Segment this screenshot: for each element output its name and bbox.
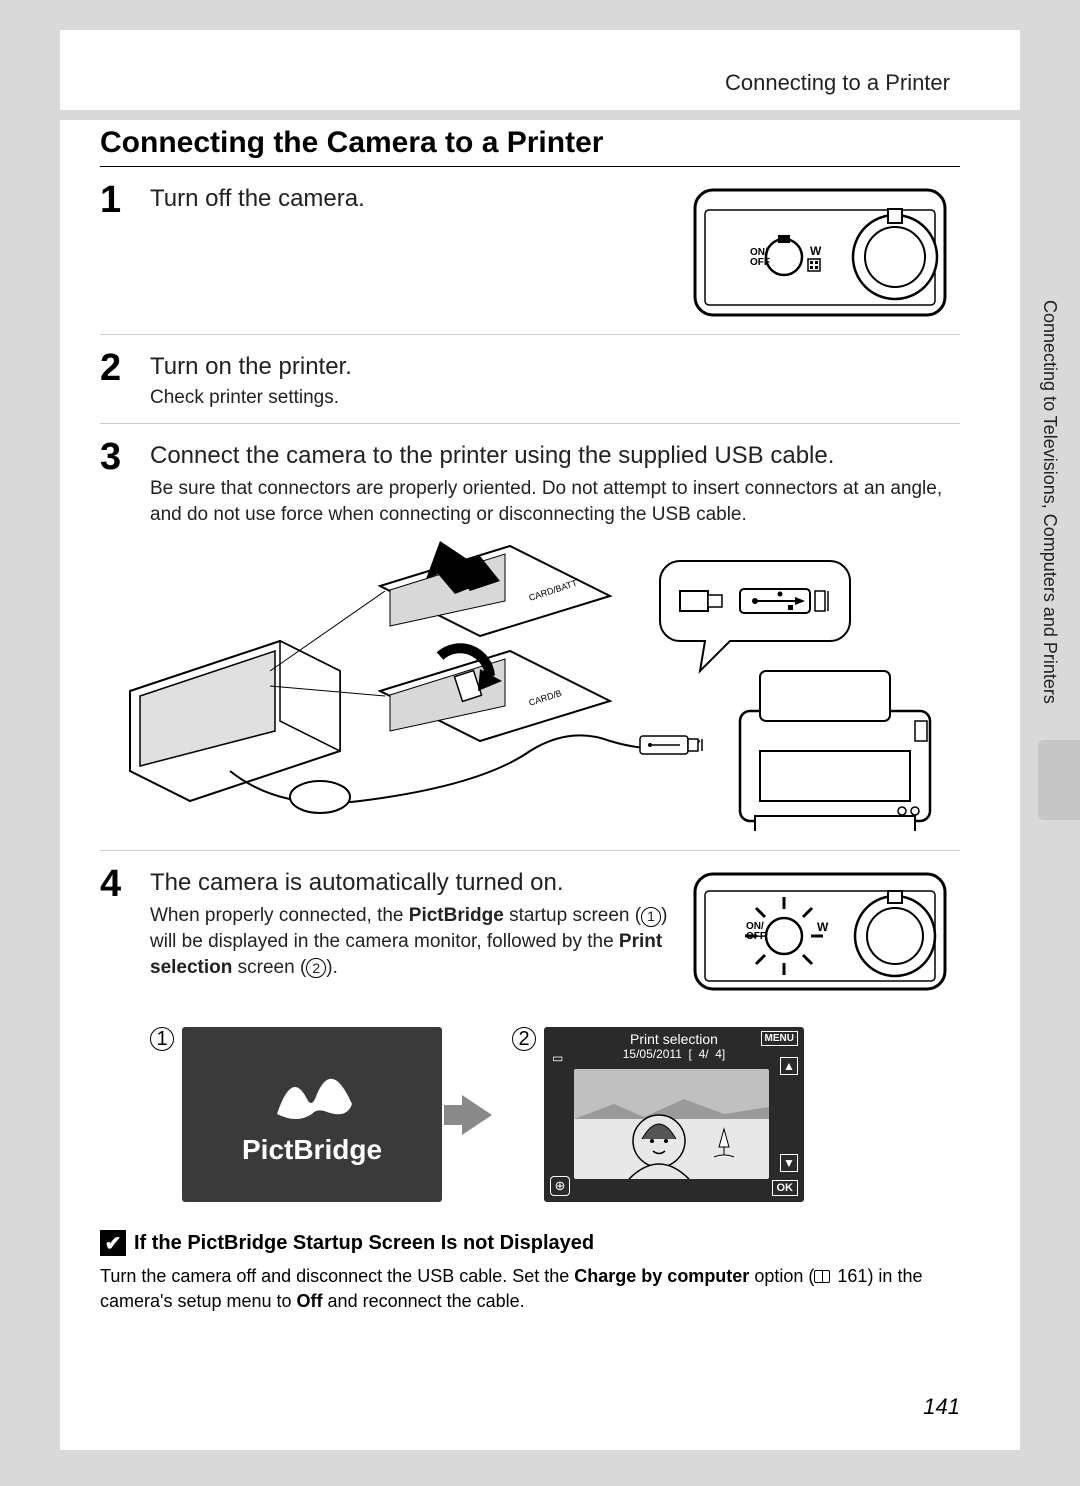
step-number: 1: [100, 179, 144, 222]
battery-icon: ▭: [552, 1051, 563, 1065]
step-number: 4: [100, 863, 144, 906]
section-header: Connecting to a Printer: [100, 70, 960, 96]
step-1: 1 Turn off the camera. ON/ OFF W: [100, 185, 960, 335]
check-icon: ✔: [100, 1230, 126, 1256]
camera-on-illustration: ON/ OFF W: [690, 869, 950, 999]
circled-1: 1: [150, 1027, 174, 1051]
pictbridge-label: PictBridge: [242, 1134, 382, 1166]
step-heading: Connect the camera to the printer using …: [150, 442, 960, 470]
print-selection-date: 15/05/2011 [ 4/ 4]: [544, 1047, 804, 1061]
ok-button-label: OK: [772, 1180, 799, 1196]
step-4: 4 The camera is automatically turned on.…: [100, 869, 960, 1009]
svg-text:W: W: [810, 244, 822, 258]
page-title: Connecting the Camera to a Printer: [100, 126, 960, 167]
side-tab: [1038, 740, 1080, 820]
page-ref-icon: [814, 1270, 830, 1283]
menu-button-label: MENU: [761, 1031, 798, 1046]
pictbridge-startup-screen: PictBridge: [182, 1027, 442, 1202]
svg-text:W: W: [817, 920, 829, 934]
step-2: 2 Turn on the printer. Check printer set…: [100, 353, 960, 424]
down-arrow-icon: ▼: [780, 1154, 798, 1172]
note-heading: If the PictBridge Startup Screen Is not …: [134, 1232, 594, 1255]
manual-page: Connecting to a Printer Connecting the C…: [60, 30, 1020, 1450]
note-text: Turn the camera off and disconnect the U…: [100, 1264, 960, 1314]
step-heading: Turn on the printer.: [150, 353, 960, 381]
arrow-right-icon: [462, 1095, 492, 1135]
header-divider-bar: [0, 110, 1080, 120]
step-description: When properly connected, the PictBridge …: [150, 903, 680, 980]
step-heading: The camera is automatically turned on.: [150, 869, 680, 897]
side-chapter-label: Connecting to Televisions, Computers and…: [1039, 300, 1060, 704]
step-subtext: Check printer settings.: [150, 387, 960, 409]
svg-text:OFF: OFF: [746, 931, 766, 942]
zoom-icon: ⊕: [550, 1176, 570, 1196]
note-section: ✔ If the PictBridge Startup Screen Is no…: [100, 1230, 960, 1314]
camera-top-illustration: ON/ OFF W: [690, 185, 950, 325]
step-description: Be sure that connectors are properly ori…: [150, 476, 960, 527]
page-number: 141: [923, 1394, 960, 1420]
up-arrow-icon: ▲: [780, 1057, 798, 1075]
step-number: 3: [100, 436, 144, 479]
photo-thumbnail: [574, 1069, 769, 1179]
svg-text:OFF: OFF: [750, 257, 770, 268]
step-3: 3 Connect the camera to the printer usin…: [100, 442, 960, 851]
circled-2: 2: [512, 1027, 536, 1051]
usb-connection-illustration: CARD/BATT CARD/B: [100, 541, 960, 831]
pictbridge-logo-icon: [267, 1064, 357, 1128]
screens-row: 1 PictBridge 2 Print selection 15/05/201…: [150, 1027, 960, 1202]
step-number: 2: [100, 347, 144, 390]
print-selection-screen: Print selection 15/05/2011 [ 4/ 4] MENU …: [544, 1027, 804, 1202]
